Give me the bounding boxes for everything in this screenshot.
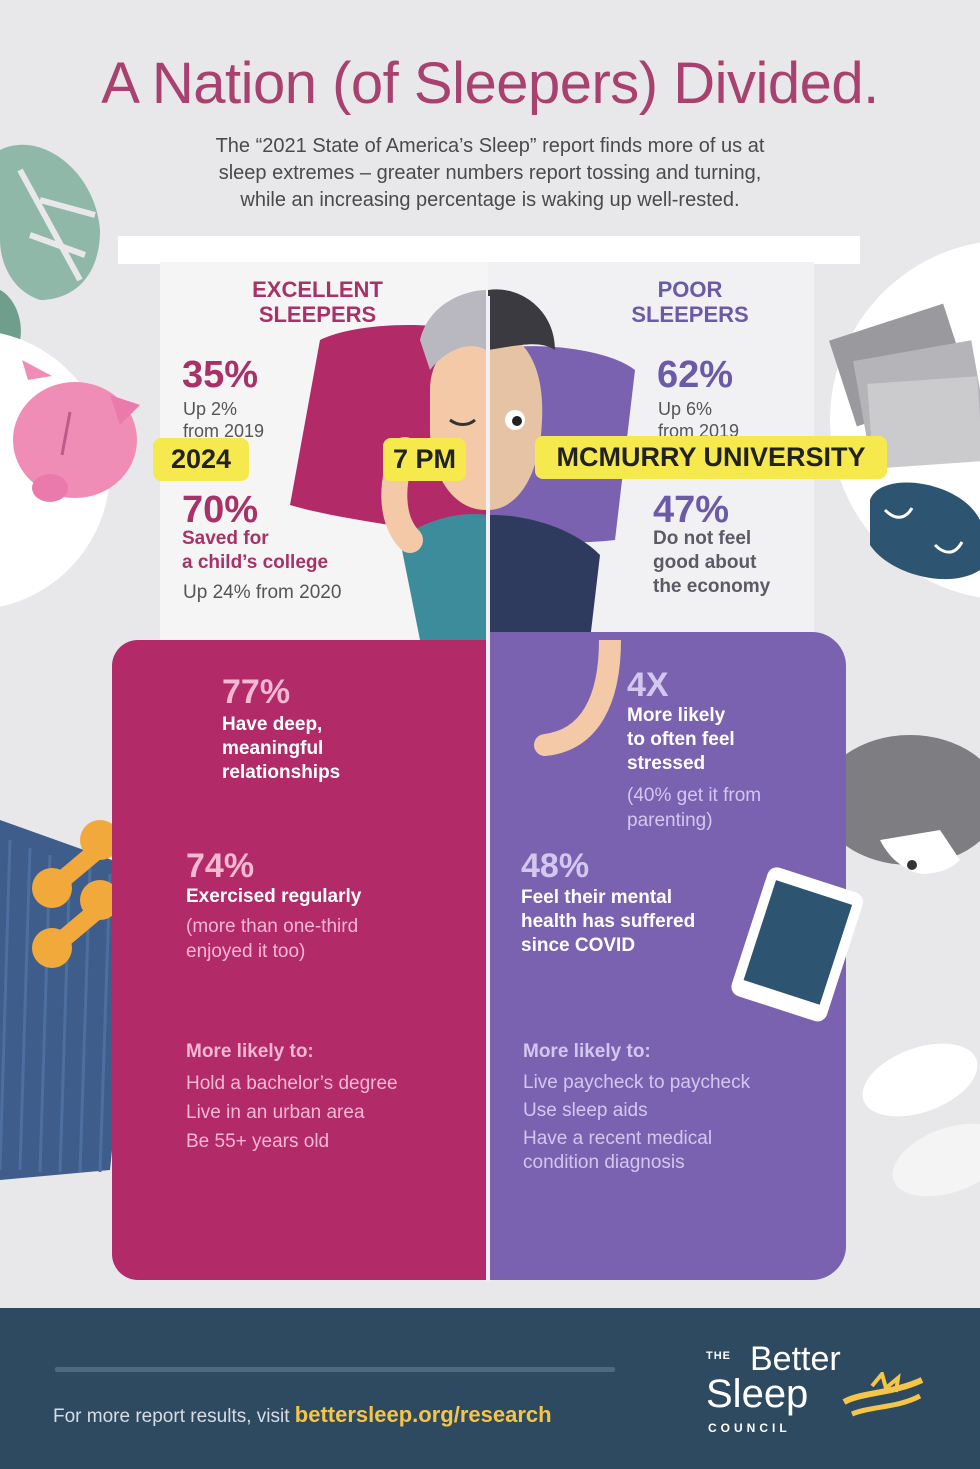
intro-line: while an increasing percentage is waking…	[240, 189, 740, 211]
heading-line: EXCELLENT	[252, 277, 383, 302]
dumbbells-icon	[32, 820, 120, 968]
stat-line: the economy	[653, 576, 771, 597]
center-divider	[486, 296, 490, 1281]
poor-stat4-value: 48%	[521, 847, 590, 885]
excellent-stat3-value: 77%	[222, 673, 291, 711]
bills-icon	[829, 303, 980, 469]
report-link[interactable]: bettersleep.org/research	[294, 1402, 552, 1427]
list-item: Hold a bachelor’s degree	[186, 1073, 398, 1094]
time-sticker: 7 PM	[383, 438, 466, 481]
poor-heading: POOR SLEEPERS	[600, 277, 780, 327]
heading-line: SLEEPERS	[258, 302, 377, 327]
excellent-stat4-value: 74%	[186, 847, 255, 885]
excellent-likely-list: Hold a bachelor’s degree Live in an urba…	[186, 1069, 398, 1156]
stat-line: (more than one-third	[186, 916, 359, 937]
list-item: Have a recent medical	[523, 1128, 713, 1149]
logo-the: THE	[706, 1350, 731, 1362]
logo-sleeper-icon	[842, 1372, 924, 1417]
slippers-icon	[862, 1043, 980, 1197]
piggy-bank-icon	[13, 360, 140, 502]
school-sticker: MCMURRY UNIVERSITY	[535, 436, 887, 479]
stat-line: parenting)	[627, 810, 713, 831]
stat-line: health has suffered	[521, 911, 696, 932]
stat-line: More likely	[627, 705, 726, 726]
stat-line: to often feel	[627, 729, 735, 750]
intro-line: sleep extremes – greater numbers report …	[218, 162, 762, 184]
plant-leaves-icon	[0, 144, 100, 360]
logo-sleep: Sleep	[706, 1372, 809, 1416]
poor-stat2-text: Do not feel good about the economy	[653, 527, 770, 599]
poor-stat3-value: 4X	[627, 666, 669, 704]
sleep-mask-icon	[870, 482, 980, 580]
excellent-stat4-heading: Exercised regularly	[186, 886, 362, 907]
stat-line: Feel their mental	[521, 887, 672, 908]
shirt-right	[488, 514, 600, 640]
stat-line: Have deep,	[222, 714, 323, 735]
list-item: Live in an urban area	[186, 1102, 365, 1123]
footer-visit-line: For more report results, visit bettersle…	[53, 1402, 552, 1428]
excellent-stat2-text: Saved for a child’s college	[182, 527, 328, 575]
poor-stat4-text: Feel their mental health has suffered si…	[521, 886, 695, 958]
heading-line: POOR	[657, 277, 723, 302]
stat-line: stressed	[627, 753, 706, 774]
stat-line: meaningful	[222, 738, 324, 759]
stat-line: since COVID	[521, 935, 636, 956]
list-item: condition diagnosis	[523, 1152, 685, 1173]
excellent-stat2-change: Up 24% from 2020	[183, 582, 342, 603]
intro-line: The “2021 State of America’s Sleep” repo…	[215, 135, 765, 157]
phone-icon	[731, 867, 864, 1022]
stat-line: enjoyed it too)	[186, 941, 306, 962]
excellent-stat2-value: 70%	[182, 489, 259, 531]
year-sticker: 2024	[153, 438, 249, 481]
poor-stat1-value: 62%	[657, 354, 734, 396]
logo-council: COUNCIL	[708, 1421, 791, 1435]
page-title: A Nation (of Sleepers) Divided.	[101, 51, 879, 116]
stat-line: Saved for	[182, 528, 269, 549]
stat-line: relationships	[222, 762, 341, 783]
poor-likely-heading: More likely to:	[523, 1041, 651, 1062]
headboard-bar	[118, 236, 860, 264]
arm-over-blanket	[534, 640, 621, 756]
stat-line: Up 6%	[658, 399, 713, 419]
excellent-likely-heading: More likely to:	[186, 1041, 314, 1062]
excellent-stat1-text: Up 2% from 2019	[183, 398, 264, 442]
stat-line: from 2019	[183, 421, 265, 441]
excellent-stat4-note: (more than one-third enjoyed it too)	[186, 914, 358, 964]
heading-line: SLEEPERS	[631, 302, 749, 327]
poor-stat2-value: 47%	[653, 489, 730, 531]
poor-likely-list: Live paycheck to paycheck Use sleep aids…	[523, 1069, 750, 1177]
footnote-fine-print	[55, 1367, 615, 1372]
stat-line: good about	[653, 552, 757, 573]
stat-line: (40% get it from	[627, 785, 762, 806]
excellent-heading: EXCELLENT SLEEPERS	[200, 277, 435, 327]
excellent-blanket	[112, 640, 490, 1280]
excellent-stat1-value: 35%	[182, 354, 259, 396]
stat-line: Do not feel	[653, 528, 752, 549]
dog-icon	[820, 735, 980, 874]
stat-line: Up 2%	[183, 399, 238, 419]
stat-line: a child’s college	[182, 552, 329, 573]
list-item: Live paycheck to paycheck	[523, 1072, 751, 1093]
visit-text: For more report results, visit	[53, 1406, 290, 1427]
intro-text: The “2021 State of America’s Sleep” repo…	[130, 133, 850, 214]
logo-better: Better	[750, 1340, 841, 1378]
footer	[0, 1308, 980, 1469]
list-item: Use sleep aids	[523, 1100, 648, 1121]
list-item: Be 55+ years old	[186, 1131, 330, 1152]
poor-stat3-text: More likely to often feel stressed	[627, 704, 735, 776]
excellent-stat3-text: Have deep, meaningful relationships	[222, 713, 340, 785]
poor-stat3-note: (40% get it from parenting)	[627, 783, 761, 833]
